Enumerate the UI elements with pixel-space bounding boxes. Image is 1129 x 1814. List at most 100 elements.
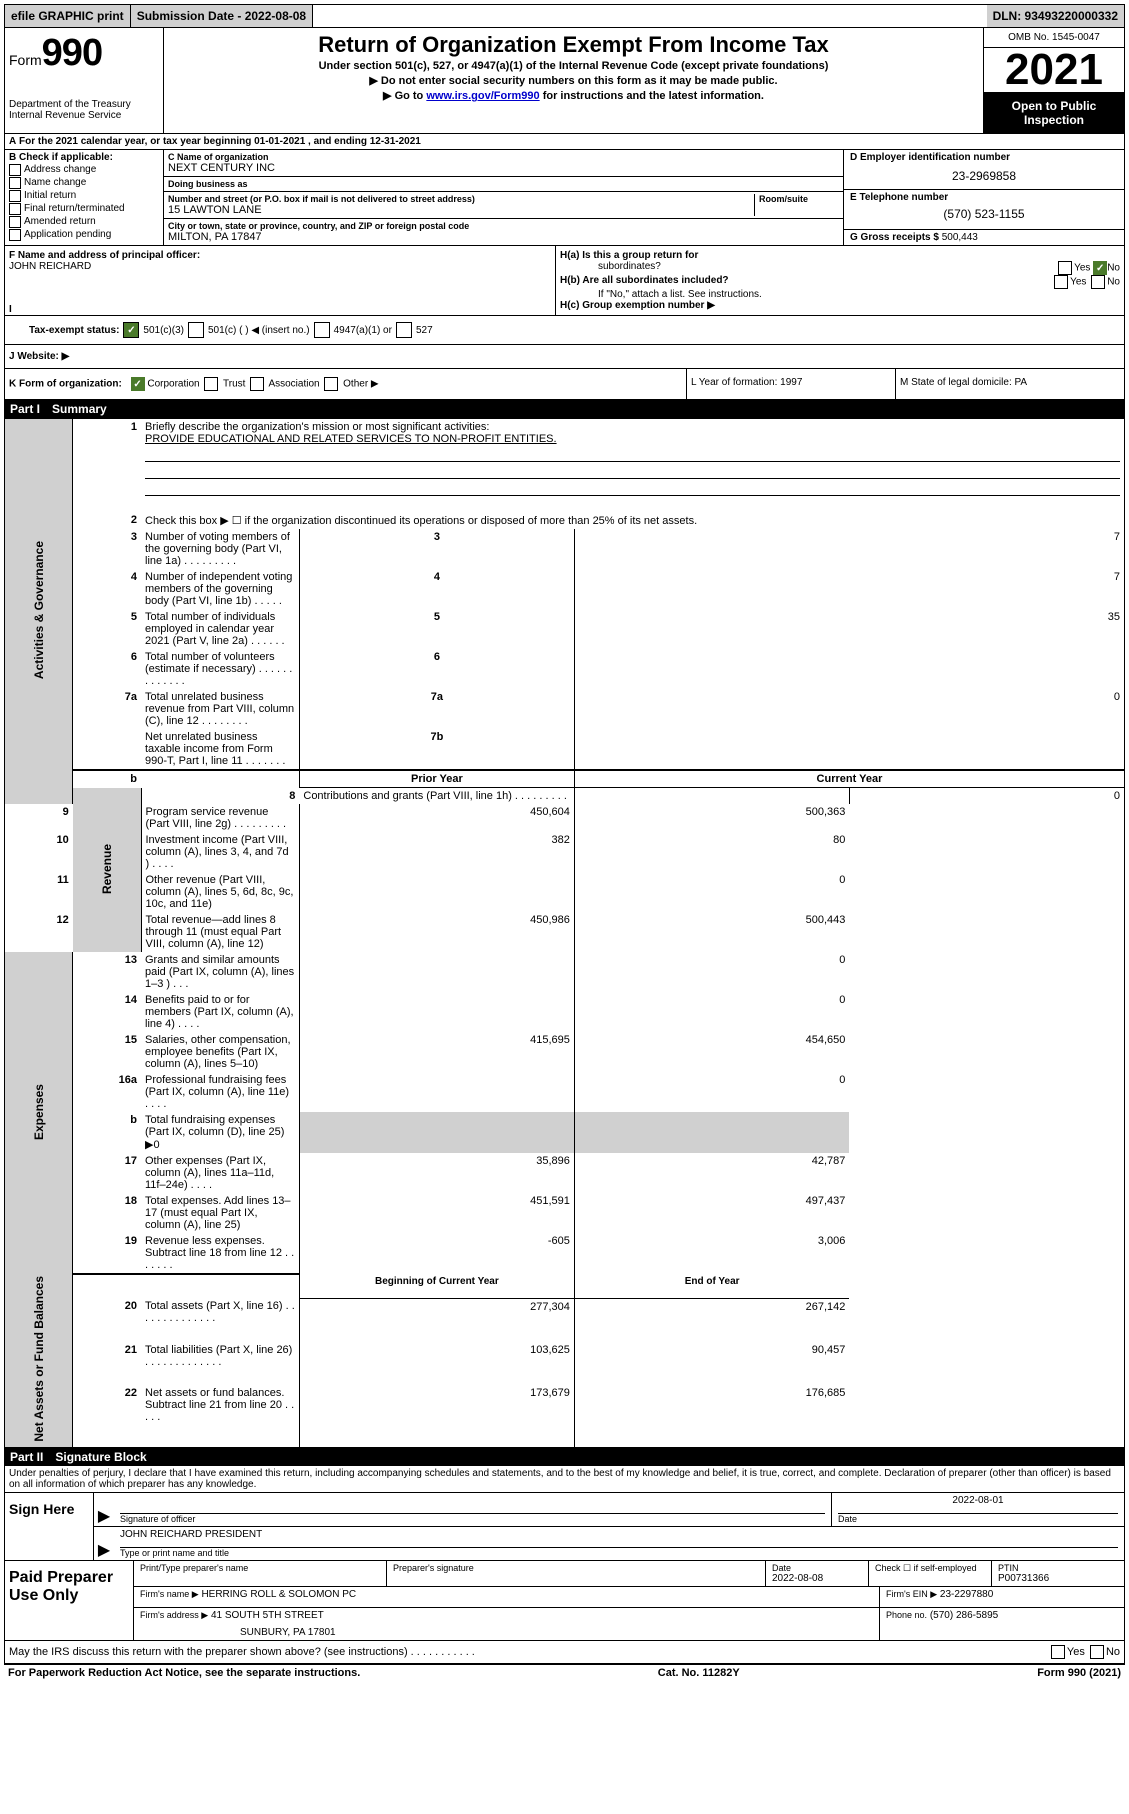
opt-501c3: 501(c)(3) [143, 325, 184, 336]
form-header: Form990 Department of the Treasury Inter… [4, 28, 1125, 134]
footer-right: Form 990 (2021) [1037, 1667, 1121, 1679]
box-k: K Form of organization: ✓ Corporation Tr… [5, 369, 687, 399]
line5-text: Total number of individuals employed in … [141, 609, 299, 649]
line11-curr: 0 [574, 872, 849, 912]
addr-lbl: Number and street (or P.O. box if mail i… [168, 194, 750, 204]
check-501c[interactable] [188, 322, 204, 338]
discuss-yes-box[interactable] [1051, 1645, 1065, 1659]
arrow-icon: ▶ [94, 1493, 114, 1526]
line11-text: Other revenue (Part VIII, column (A), li… [141, 872, 299, 912]
line3-val: 7 [574, 529, 1124, 569]
footer-mid: Cat. No. 11282Y [658, 1667, 740, 1679]
paid-ptin-lbl: PTIN [998, 1563, 1118, 1573]
sig-officer-lbl: Signature of officer [120, 1514, 825, 1524]
line17-text: Other expenses (Part IX, column (A), lin… [141, 1153, 299, 1193]
line16a-num: 16a [73, 1072, 141, 1112]
line7a-ref: 7a [299, 689, 574, 729]
ha-yes-box[interactable] [1058, 261, 1072, 275]
check-initial-return[interactable]: Initial return [9, 190, 159, 202]
form-number: Form990 [9, 32, 159, 75]
paid-check-lbl: Check ☐ if self-employed [869, 1561, 992, 1586]
box-f-lbl: F Name and address of principal officer: [9, 250, 551, 261]
check-name-change[interactable]: Name change [9, 177, 159, 189]
irs-link[interactable]: www.irs.gov/Form990 [426, 90, 539, 102]
sub3-post: for instructions and the latest informat… [540, 90, 764, 102]
row-a-tax-year: A For the 2021 calendar year, or tax yea… [4, 134, 1125, 150]
side-expenses: Expenses [5, 952, 73, 1274]
sign-here-label: Sign Here [5, 1493, 94, 1560]
dba-lbl: Doing business as [168, 179, 839, 189]
hb-no-box[interactable] [1091, 275, 1105, 289]
line4-text: Number of independent voting members of … [141, 569, 299, 609]
firm-ein-lbl: Firm's EIN ▶ [886, 1589, 937, 1599]
line7b-val [574, 729, 1124, 770]
line16a-text: Professional fundraising fees (Part IX, … [141, 1072, 299, 1112]
line5-num: 5 [73, 609, 141, 649]
header-right: OMB No. 1545-0047 2021 Open to Public In… [983, 28, 1124, 133]
check-app-pending[interactable]: Application pending [9, 229, 159, 241]
prior-year-header: Prior Year [299, 770, 574, 788]
opt-527: 527 [416, 325, 433, 336]
submission-date: Submission Date - 2022-08-08 [131, 5, 313, 27]
check-address-change[interactable]: Address change [9, 164, 159, 176]
phone-cell: E Telephone number (570) 523-1155 [844, 190, 1124, 230]
line19-num: 19 [73, 1233, 141, 1274]
discuss-no: No [1106, 1646, 1120, 1658]
line18-curr: 497,437 [574, 1193, 849, 1233]
status-lbl: Tax-exempt status: [29, 325, 119, 336]
check-amended-return[interactable]: Amended return [9, 216, 159, 228]
line16b-prior [299, 1112, 574, 1153]
ha-sub: subordinates? [560, 261, 661, 275]
check-other[interactable] [324, 377, 338, 391]
form-title: Return of Organization Exempt From Incom… [168, 32, 979, 58]
part2-title: Signature Block [55, 1450, 146, 1464]
firm-name-lbl: Firm's name ▶ [140, 1589, 199, 1599]
line13-num: 13 [73, 952, 141, 992]
line22-text: Net assets or fund balances. Subtract li… [141, 1385, 299, 1448]
line21-text: Total liabilities (Part X, line 26) . . … [141, 1342, 299, 1385]
city-val: MILTON, PA 17847 [168, 231, 839, 243]
gross-lbl: G Gross receipts $ [850, 232, 939, 243]
line13-text: Grants and similar amounts paid (Part IX… [141, 952, 299, 992]
box-m: M State of legal domicile: PA [896, 369, 1124, 399]
ha-no-checked: ✓ [1093, 261, 1107, 275]
check-final-return[interactable]: Final return/terminated [9, 203, 159, 215]
line6-num: 6 [73, 649, 141, 689]
check-trust[interactable] [204, 377, 218, 391]
box-b-label: B Check if applicable: [9, 152, 159, 163]
firm-addr-val2: SUNBURY, PA 17801 [140, 1627, 873, 1638]
line12-text: Total revenue—add lines 8 through 11 (mu… [141, 912, 299, 952]
part1-label: Part I [10, 402, 40, 416]
check-assoc[interactable] [250, 377, 264, 391]
website-row: J Website: ▶ [4, 345, 1125, 369]
website-lbl: J Website: ▶ [9, 351, 69, 362]
line2-text: Check this box ▶ ☐ if the organization d… [141, 512, 1125, 529]
sig-date-val: 2022-08-01 [838, 1495, 1118, 1514]
firm-phone-lbl: Phone no. [886, 1610, 927, 1620]
line10-curr: 80 [574, 832, 849, 872]
line17-prior: 35,896 [299, 1153, 574, 1193]
ein-cell: D Employer identification number 23-2969… [844, 150, 1124, 190]
org-info-row: B Check if applicable: Address change Na… [4, 150, 1125, 246]
tax-year: 2021 [984, 48, 1124, 93]
paid-ptin-val: P00731366 [998, 1573, 1118, 1584]
box-b-checks: B Check if applicable: Address change Na… [5, 150, 164, 245]
header-left: Form990 Department of the Treasury Inter… [5, 28, 164, 133]
line1-num: 1 [73, 419, 141, 501]
form-prefix: Form [9, 52, 42, 68]
hb-yes-box[interactable] [1054, 275, 1068, 289]
check-4947[interactable] [314, 322, 330, 338]
line15-num: 15 [73, 1032, 141, 1072]
check-527[interactable] [396, 322, 412, 338]
line14-text: Benefits paid to or for members (Part IX… [141, 992, 299, 1032]
box-d: D Employer identification number 23-2969… [844, 150, 1124, 245]
opt-501c: 501(c) ( ) ◀ (insert no.) [208, 325, 310, 336]
sig-name-lbl: Type or print name and title [120, 1548, 1118, 1558]
row-f-h: F Name and address of principal officer:… [4, 246, 1125, 316]
box-h: H(a) Is this a group return for subordin… [556, 246, 1124, 315]
paid-sig-lbl: Preparer's signature [393, 1563, 759, 1573]
discuss-no-box[interactable] [1090, 1645, 1104, 1659]
line7a-val: 0 [574, 689, 1124, 729]
side-net-assets: Net Assets or Fund Balances [5, 1274, 73, 1447]
header-center: Return of Organization Exempt From Incom… [164, 28, 983, 133]
